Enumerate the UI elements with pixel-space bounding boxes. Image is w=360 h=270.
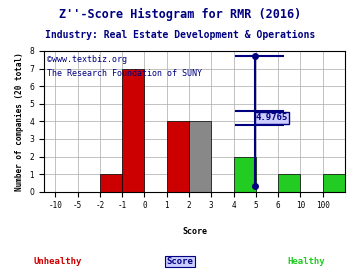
Text: Healthy: Healthy	[287, 257, 325, 266]
Bar	[323, 174, 345, 192]
Text: Unhealthy: Unhealthy	[33, 257, 82, 266]
Bar	[189, 121, 211, 192]
Text: Z''-Score Histogram for RMR (2016): Z''-Score Histogram for RMR (2016)	[59, 8, 301, 21]
Text: Industry: Real Estate Development & Operations: Industry: Real Estate Development & Oper…	[45, 30, 315, 40]
Bar	[167, 121, 189, 192]
X-axis label: Score: Score	[182, 227, 207, 236]
Text: 4.9765: 4.9765	[256, 113, 288, 122]
Bar	[278, 174, 301, 192]
Bar	[122, 69, 144, 192]
Text: ©www.textbiz.org: ©www.textbiz.org	[47, 55, 127, 64]
Bar	[234, 157, 256, 192]
Text: The Research Foundation of SUNY: The Research Foundation of SUNY	[47, 69, 202, 78]
Text: Score: Score	[167, 257, 193, 266]
Bar	[100, 174, 122, 192]
Y-axis label: Number of companies (20 total): Number of companies (20 total)	[15, 52, 24, 191]
